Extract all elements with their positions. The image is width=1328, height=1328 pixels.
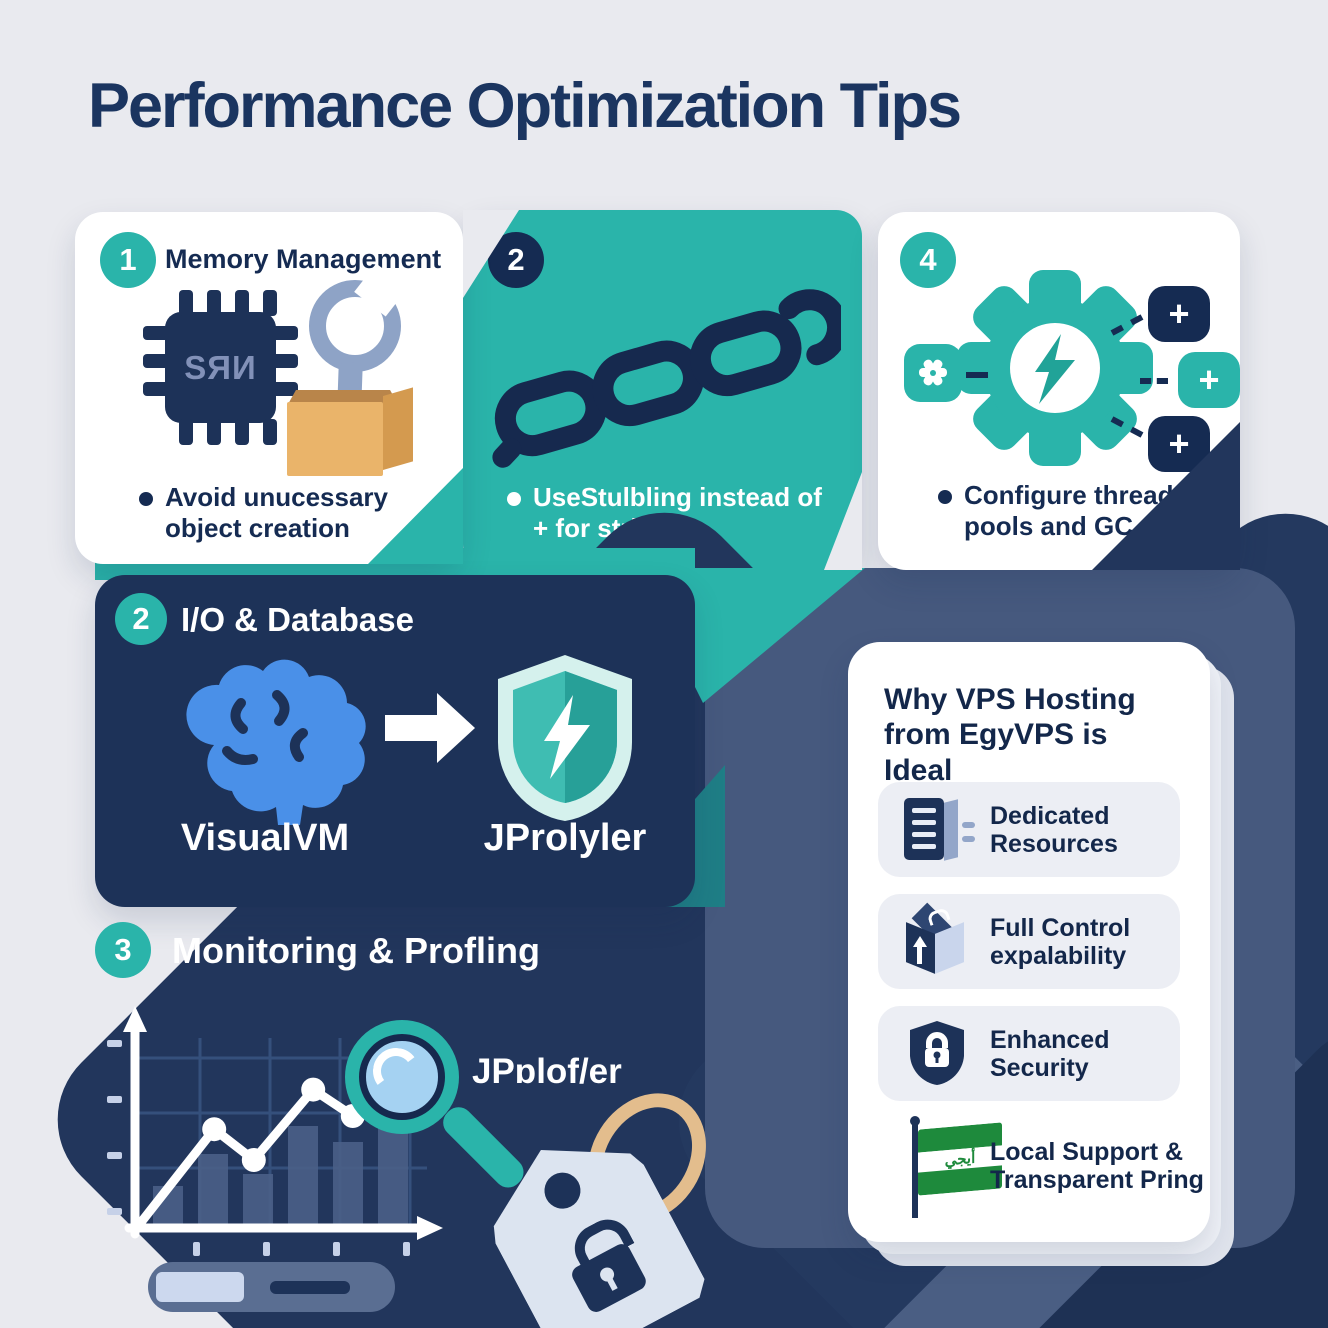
monitoring-tool-label: JPɒlof/er — [472, 1052, 622, 1091]
step-number-badge: 1 — [100, 232, 156, 288]
connector-dash — [966, 372, 988, 378]
page-title: Performance Optimization Tips — [88, 71, 962, 141]
chart-axes — [124, 1023, 426, 1239]
bullet-dot — [938, 490, 952, 504]
progress-segment-light — [156, 1272, 244, 1302]
monitoring-title: Monitoring & Profling — [172, 930, 540, 971]
card-memory-title: Memory Management — [165, 244, 442, 274]
step-number-badge: 3 — [95, 922, 151, 978]
plus-sign: + — [1198, 359, 1220, 400]
flag-arabic-text: أيجي — [944, 1149, 976, 1169]
card-io-title: I/O & Database — [181, 601, 414, 638]
magnifier-icon — [345, 1020, 535, 1220]
plus-badge: + — [1148, 286, 1210, 342]
box-icon — [287, 380, 427, 476]
step-number: 3 — [114, 932, 132, 967]
mini-gear-badge — [904, 344, 962, 402]
step-number-badge: 2 — [115, 593, 167, 645]
plus-sign: + — [1168, 293, 1190, 334]
lightning-bolt-icon — [1035, 334, 1075, 404]
card-threads-bullet: Configure thread pools and GC — [964, 480, 1174, 541]
vps-item-label: Local Support & Transparent Pring — [990, 1137, 1204, 1194]
vps-benefits-card: Why VPS Hosting from EgyVPS is Ideal Ded… — [848, 642, 1210, 1242]
tool-label-visualvm: VisualVM — [180, 817, 350, 859]
vps-item-dedicated-resources: Dedicated Resources — [878, 782, 1180, 877]
step-number: 1 — [119, 242, 137, 277]
connector-dash — [1140, 378, 1168, 384]
vps-item-enhanced-security: Enhanced Security — [878, 1006, 1180, 1101]
brain-icon — [186, 659, 366, 825]
progress-bar — [148, 1262, 395, 1312]
plus-sign: + — [1168, 423, 1190, 464]
shield-lightning-icon — [497, 655, 633, 821]
arrow-right-icon — [385, 693, 485, 763]
card-memory-management: 1 Memory Management SЯИ — [75, 212, 463, 564]
chip-label: SЯИ — [184, 348, 257, 386]
gear-lightning-icon — [955, 268, 1155, 468]
bullet-dot — [139, 492, 153, 506]
cpu-chip-icon: SЯИ — [143, 290, 298, 445]
card-memory-bullet: Avoid unucessary object creation — [165, 482, 389, 543]
vps-item-label: Dedicated Resources — [990, 801, 1118, 858]
bullet-dot — [507, 492, 521, 506]
wrench-icon — [303, 263, 413, 470]
progress-segment-dark — [270, 1281, 350, 1294]
flag-icon: أيجي — [906, 1114, 1006, 1218]
server-icon — [904, 798, 975, 862]
vps-item-label: Full Control expalability — [990, 913, 1131, 970]
step-number: 2 — [507, 242, 525, 277]
vps-item-label: Enhanced Security — [990, 1025, 1110, 1082]
card-stringbuilder: 2 UseStulbling instead of + for string c… — [463, 210, 862, 573]
vps-card-title: Why VPS Hosting from EgyVPS is Ideal — [884, 683, 1136, 787]
step-number-badge: 4 — [900, 232, 956, 288]
tool-label-jprofiler: JProlyler — [483, 817, 647, 859]
plus-badge: + — [1178, 352, 1240, 408]
card-io-database: 2 I/O & Database VisualVM JProlyler — [95, 575, 695, 907]
step-number: 2 — [132, 601, 150, 636]
cube-icon — [904, 902, 968, 978]
axis-ticks — [107, 1040, 410, 1256]
step-number: 4 — [919, 242, 937, 277]
vps-item-local-support: أيجي Local Support & Transparent Pring — [878, 1116, 1204, 1218]
shield-lock-icon — [910, 1021, 964, 1085]
chain-icon — [492, 289, 841, 468]
vps-item-full-control: Full Control expalability — [878, 894, 1180, 989]
